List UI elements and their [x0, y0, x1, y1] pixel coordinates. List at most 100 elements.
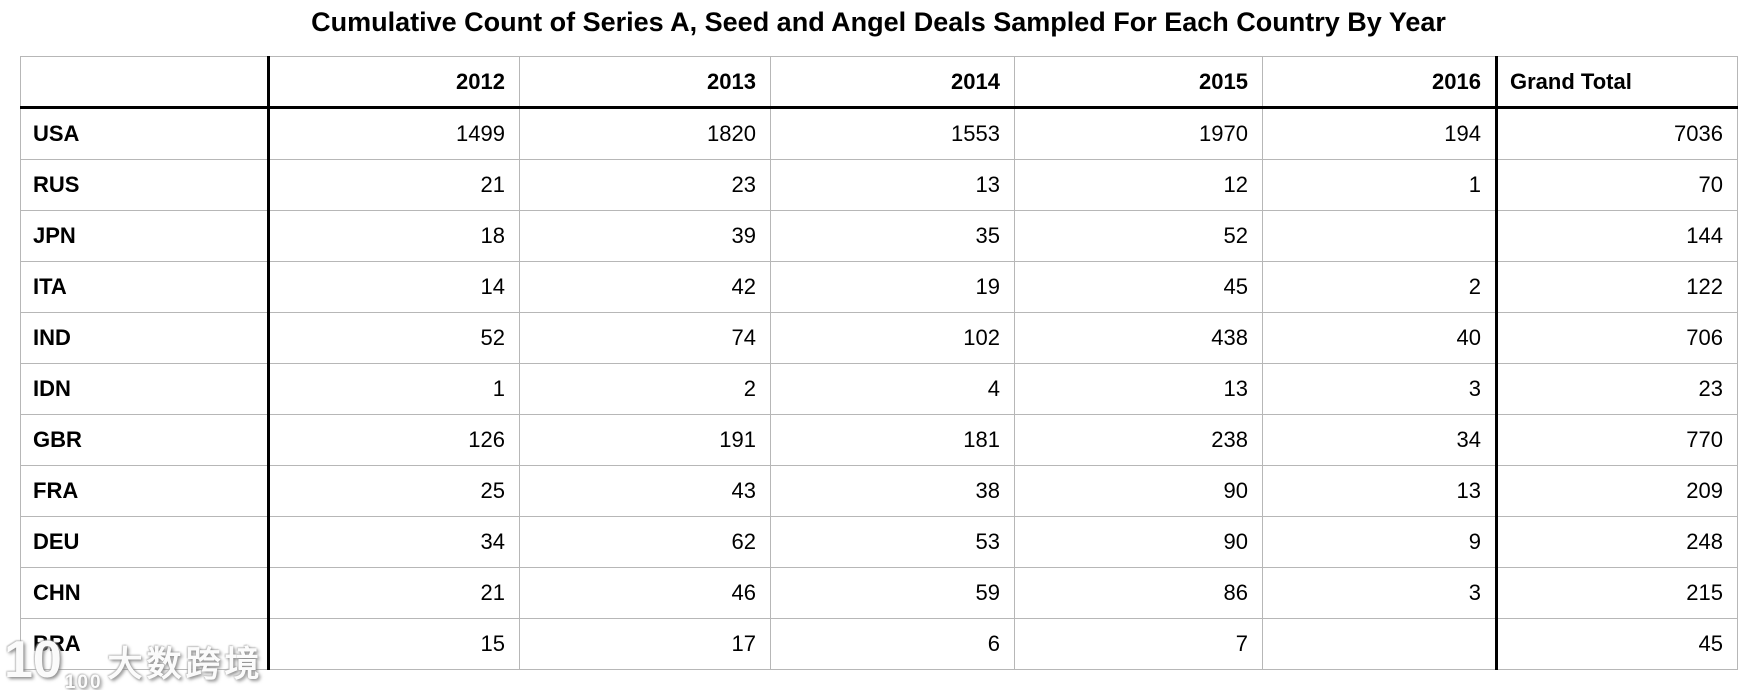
table-row: CHN 21 46 59 86 3 215: [20, 567, 1738, 619]
row-label-cell: JPN: [20, 210, 270, 262]
row-label-cell: CHN: [20, 567, 270, 619]
table-row: BRA 15 17 6 7 45: [20, 618, 1738, 670]
table-row: RUS 21 23 13 12 1 70: [20, 159, 1738, 211]
data-cell: 181: [770, 414, 1015, 466]
row-label-cell: USA: [20, 107, 270, 160]
data-cell: 12: [1014, 159, 1263, 211]
data-cell: 40: [1262, 312, 1498, 364]
data-cell: 13: [1014, 363, 1263, 415]
data-cell: 39: [519, 210, 771, 262]
data-cell: 43: [519, 465, 771, 517]
data-cell: 34: [1262, 414, 1498, 466]
data-cell: 126: [268, 414, 520, 466]
data-cell: 1970: [1014, 107, 1263, 160]
data-cell: 2: [519, 363, 771, 415]
row-label-cell: FRA: [20, 465, 270, 517]
data-cell: 194: [1262, 107, 1498, 160]
table-row: ITA 14 42 19 45 2 122: [20, 261, 1738, 313]
data-cell: 9: [1262, 516, 1498, 568]
table-row: IND 52 74 102 438 40 706: [20, 312, 1738, 364]
data-cell: 7: [1014, 618, 1263, 670]
data-cell: 34: [268, 516, 520, 568]
header-cell-2013: 2013: [519, 56, 771, 109]
data-cell: 6: [770, 618, 1015, 670]
row-label-cell: IND: [20, 312, 270, 364]
data-cell: 17: [519, 618, 771, 670]
row-label-cell: IDN: [20, 363, 270, 415]
data-cell: 770: [1496, 414, 1738, 466]
data-cell: 13: [770, 159, 1015, 211]
data-cell: 59: [770, 567, 1015, 619]
table-body: USA 1499 1820 1553 1970 194 7036 RUS 21 23 13 12 1 70…: [20, 107, 1738, 670]
data-cell: 86: [1014, 567, 1263, 619]
data-cell: 706: [1496, 312, 1738, 364]
table-row: GBR 126 191 181 238 34 770: [20, 414, 1738, 466]
header-row: 2012 2013 2014 2015 2016 Grand Total: [20, 56, 1738, 109]
chart-title: Cumulative Count of Series A, Seed and A…: [311, 7, 1446, 37]
data-cell: [1262, 210, 1498, 262]
data-cell: 45: [1014, 261, 1263, 313]
row-label-cell: GBR: [20, 414, 270, 466]
data-cell: [1262, 618, 1498, 670]
table-row: USA 1499 1820 1553 1970 194 7036: [20, 107, 1738, 160]
data-cell: 90: [1014, 465, 1263, 517]
data-cell: 23: [1496, 363, 1738, 415]
data-cell: 62: [519, 516, 771, 568]
data-cell: 53: [770, 516, 1015, 568]
header-cell-grand-total: Grand Total: [1496, 56, 1738, 109]
data-cell: 45: [1496, 618, 1738, 670]
data-cell: 438: [1014, 312, 1263, 364]
data-cell: 18: [268, 210, 520, 262]
data-cell: 1: [268, 363, 520, 415]
data-cell: 1: [1262, 159, 1498, 211]
data-cell: 248: [1496, 516, 1738, 568]
data-cell: 13: [1262, 465, 1498, 517]
table-row: IDN 1 2 4 13 3 23: [20, 363, 1738, 415]
header-cell-2016: 2016: [1262, 56, 1498, 109]
data-cell: 21: [268, 159, 520, 211]
data-cell: 74: [519, 312, 771, 364]
data-cell: 2: [1262, 261, 1498, 313]
table-header: 2012 2013 2014 2015 2016 Grand Total: [20, 56, 1738, 109]
data-cell: 25: [268, 465, 520, 517]
deals-table: 2012 2013 2014 2015 2016 Grand Total USA…: [20, 56, 1738, 670]
data-cell: 42: [519, 261, 771, 313]
data-cell: 35: [770, 210, 1015, 262]
data-cell: 191: [519, 414, 771, 466]
data-cell: 144: [1496, 210, 1738, 262]
table-row: JPN 18 39 35 52 144: [20, 210, 1738, 262]
data-cell: 14: [268, 261, 520, 313]
data-cell: 1553: [770, 107, 1015, 160]
data-cell: 215: [1496, 567, 1738, 619]
data-cell: 122: [1496, 261, 1738, 313]
data-cell: 23: [519, 159, 771, 211]
data-cell: 52: [1014, 210, 1263, 262]
header-cell-2015: 2015: [1014, 56, 1263, 109]
row-label-cell: BRA: [20, 618, 270, 670]
row-label-cell: DEU: [20, 516, 270, 568]
data-cell: 7036: [1496, 107, 1738, 160]
data-cell: 52: [268, 312, 520, 364]
data-cell: 1499: [268, 107, 520, 160]
table-row: DEU 34 62 53 90 9 248: [20, 516, 1738, 568]
row-label-cell: ITA: [20, 261, 270, 313]
data-cell: 102: [770, 312, 1015, 364]
data-cell: 15: [268, 618, 520, 670]
header-cell-2014: 2014: [770, 56, 1015, 109]
header-cell-2012: 2012: [268, 56, 520, 109]
data-cell: 70: [1496, 159, 1738, 211]
header-cell-blank: [20, 56, 270, 109]
table-row: FRA 25 43 38 90 13 209: [20, 465, 1738, 517]
data-cell: 90: [1014, 516, 1263, 568]
data-cell: 19: [770, 261, 1015, 313]
data-cell: 209: [1496, 465, 1738, 517]
data-cell: 238: [1014, 414, 1263, 466]
data-cell: 38: [770, 465, 1015, 517]
watermark-logo-exponent: 100: [64, 672, 103, 690]
data-cell: 46: [519, 567, 771, 619]
data-cell: 21: [268, 567, 520, 619]
data-cell: 3: [1262, 363, 1498, 415]
data-cell: 3: [1262, 567, 1498, 619]
data-cell: 4: [770, 363, 1015, 415]
